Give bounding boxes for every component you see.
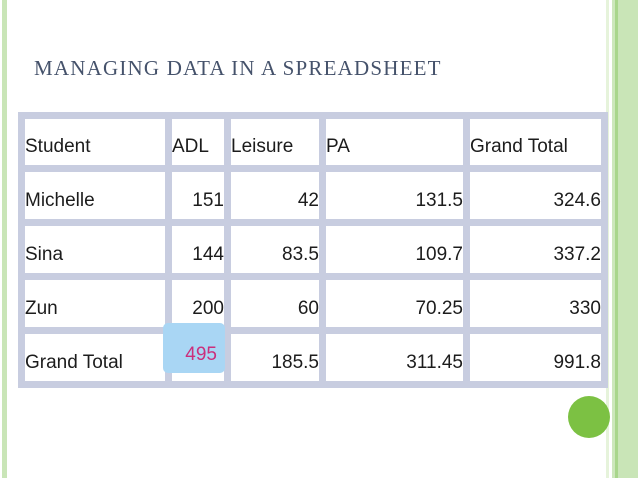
cell-pa: 109.7 xyxy=(326,226,463,273)
cell-grand-total: 337.2 xyxy=(470,226,601,273)
left-green-stripe xyxy=(2,0,7,478)
spreadsheet-table: Student ADL Leisure PA Grand Total Miche… xyxy=(18,112,608,388)
cell-grand-total: 991.8 xyxy=(470,334,601,381)
cell-leisure: 83.5 xyxy=(231,226,319,273)
slide-title: MANAGING DATA IN A SPREADSHEET xyxy=(34,56,442,80)
column-header-adl: ADL xyxy=(172,119,224,165)
cell-pa: 311.45 xyxy=(326,334,463,381)
highlighted-value: 495 xyxy=(185,344,217,365)
cell-grand-total: 324.6 xyxy=(470,172,601,219)
green-circle-decoration xyxy=(568,396,610,438)
table-row-sina: Sina 144 83.5 109.7 337.2 xyxy=(25,226,601,273)
cell-student: Sina xyxy=(25,226,165,273)
column-header-leisure: Leisure xyxy=(231,119,319,165)
right-green-band xyxy=(618,0,638,478)
cell-student: Grand Total xyxy=(25,334,165,381)
table-row-grand-total: Grand Total 185.5 311.45 991.8 xyxy=(25,334,601,381)
cell-leisure: 60 xyxy=(231,280,319,327)
cell-adl: 200 xyxy=(172,280,224,327)
column-header-student: Student xyxy=(25,119,165,165)
cell-student: Michelle xyxy=(25,172,165,219)
cell-grand-total: 330 xyxy=(470,280,601,327)
cell-leisure: 185.5 xyxy=(231,334,319,381)
right-medium-green-stripe xyxy=(615,0,618,478)
cell-adl: 144 xyxy=(172,226,224,273)
cell-adl: 151 xyxy=(172,172,224,219)
header-row: Student ADL Leisure PA Grand Total xyxy=(25,119,601,165)
column-header-pa: PA xyxy=(326,119,463,165)
table-row-zun: Zun 200 60 70.25 330 xyxy=(25,280,601,327)
highlighted-cell-adl-grand-total: 495 xyxy=(163,323,225,373)
cell-student: Zun xyxy=(25,280,165,327)
cell-pa: 131.5 xyxy=(326,172,463,219)
table-row-michelle: Michelle 151 42 131.5 324.6 xyxy=(25,172,601,219)
cell-leisure: 42 xyxy=(231,172,319,219)
column-header-grand-total: Grand Total xyxy=(470,119,601,165)
right-light-green-stripe xyxy=(612,0,615,478)
cell-pa: 70.25 xyxy=(326,280,463,327)
